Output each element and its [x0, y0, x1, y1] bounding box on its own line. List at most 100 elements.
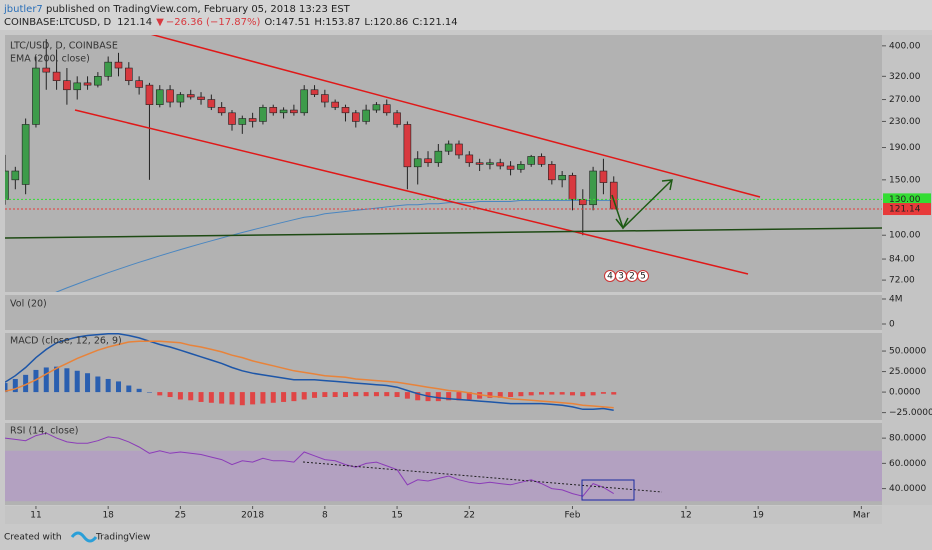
histogram-bar	[198, 392, 204, 402]
histogram-bar	[208, 392, 214, 403]
candle-body	[403, 124, 412, 168]
candle-body	[341, 107, 350, 114]
candle-body	[362, 109, 370, 122]
candle-body	[63, 80, 71, 91]
arrow-head	[661, 179, 673, 191]
candle-body	[94, 76, 102, 86]
candle-body	[104, 61, 112, 77]
footer-brand[interactable]: TradingView	[95, 533, 150, 543]
histogram-bar	[322, 392, 328, 398]
candle-body	[135, 80, 143, 88]
support-line	[5, 227, 882, 239]
y-tick-label: 60.0000	[889, 459, 926, 469]
histogram-bar	[415, 392, 421, 401]
candle-body	[42, 67, 51, 73]
candle-body	[424, 158, 432, 164]
time-axis	[5, 506, 882, 524]
last: 121.14	[117, 17, 152, 28]
series-name: EMA (200, close)	[10, 54, 90, 65]
histogram-bar	[477, 392, 483, 399]
rsi-drawings	[302, 461, 663, 501]
histogram-bar	[85, 373, 91, 393]
candle-body	[207, 99, 216, 108]
price-level-box	[883, 203, 931, 216]
histogram-bar	[43, 367, 49, 393]
histogram-bar	[167, 392, 173, 398]
histogram-bar	[539, 392, 545, 395]
y-tick-label: 190.00	[889, 143, 921, 153]
histogram-bar	[115, 381, 121, 393]
rsi-band	[5, 450, 882, 502]
candle-body	[114, 61, 123, 69]
candle-body	[32, 67, 40, 125]
candle-body	[527, 156, 536, 165]
x-tick-label: Mar	[853, 511, 870, 521]
drawings	[5, 35, 882, 275]
arrow-head	[615, 217, 629, 230]
candle-body	[589, 170, 597, 206]
histogram-bar	[404, 392, 410, 399]
histogram-bar	[239, 392, 245, 406]
header-line2: COINBASE:LTCUSD, D 121.14 ▼ −26.36 (−17.87%…	[4, 17, 458, 28]
candle-body	[73, 82, 82, 91]
macd-pane	[5, 333, 882, 420]
histogram-bar	[64, 368, 70, 393]
candle-body	[83, 82, 92, 86]
candle-body	[465, 154, 474, 164]
histogram-bar	[157, 392, 163, 396]
ohlc-low: L:120.86	[364, 17, 408, 28]
pane-title: MACD (close, 12, 26, 9)	[10, 336, 122, 347]
candle-body	[269, 107, 278, 114]
price-level-label: 130.00	[889, 195, 921, 205]
y-tick-label: 320.00	[889, 72, 921, 82]
histogram-bar	[528, 392, 534, 396]
histogram-bar	[600, 392, 606, 394]
candle-body	[248, 118, 257, 122]
event-label: 4	[607, 272, 613, 282]
price-level-box	[883, 193, 931, 206]
candle-body	[310, 89, 319, 95]
histogram-bar	[54, 366, 60, 393]
ohlc-high: H:153.87	[314, 17, 360, 28]
candle-body	[11, 170, 20, 181]
y-tick-label: 84.00	[889, 255, 915, 265]
y-tick-label: 0	[889, 320, 895, 330]
histogram-bar	[549, 392, 555, 395]
change: −26.36 (−17.87%)	[166, 17, 261, 28]
candle-body	[413, 158, 422, 168]
author[interactable]: jbutler7	[3, 4, 43, 15]
arrow: ▼	[156, 17, 164, 28]
logo	[70, 531, 98, 543]
candle-body	[228, 112, 236, 125]
candle-body	[197, 96, 205, 100]
histogram-bar	[12, 378, 18, 393]
candle-body	[259, 107, 267, 122]
published: published on TradingView.com, February 0…	[43, 4, 351, 15]
price-pane	[5, 35, 882, 292]
x-tick-label: 11	[30, 511, 41, 521]
histogram-bar	[146, 392, 152, 393]
x-tick-label: 25	[175, 511, 186, 521]
histogram-bar	[270, 392, 276, 403]
x-tick-label: 12	[680, 511, 691, 521]
y-tick-label: 72.00	[889, 276, 915, 286]
y-tick-label: 230.00	[889, 117, 921, 127]
x-tick-label: 18	[102, 511, 114, 521]
candle-body	[351, 112, 360, 122]
histogram-bar	[33, 369, 39, 393]
histogram-bar	[353, 392, 359, 397]
candle-body	[52, 71, 61, 81]
header-line1: jbutler7 published on TradingView.com, F…	[3, 4, 351, 15]
macd-line	[5, 333, 614, 411]
candle-body	[279, 109, 288, 114]
y-tick-label: 25.0000	[889, 367, 926, 377]
histogram-bar	[487, 392, 493, 398]
candle-body	[21, 124, 30, 185]
event-marker	[637, 270, 649, 282]
candle-body	[455, 143, 463, 156]
histogram-bar	[188, 392, 194, 401]
histogram-bar	[291, 392, 297, 402]
candle-body	[444, 143, 453, 152]
channel-bottom	[74, 109, 749, 275]
candle-body	[434, 150, 443, 164]
